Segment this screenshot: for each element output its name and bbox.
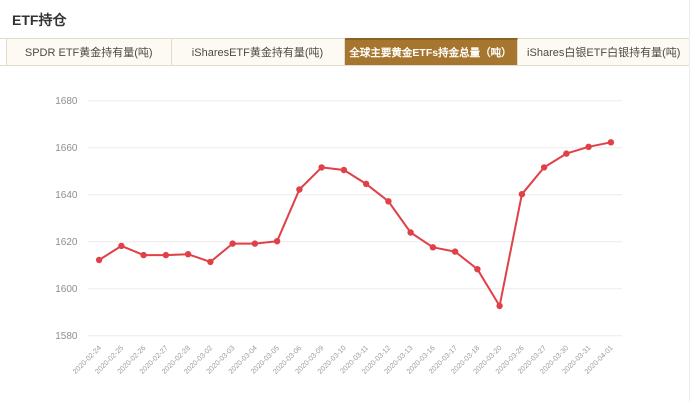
svg-text:1580: 1580	[55, 331, 78, 342]
svg-text:1680: 1680	[55, 96, 78, 107]
svg-text:1660: 1660	[55, 143, 78, 154]
svg-text:1600: 1600	[55, 284, 78, 295]
svg-text:1640: 1640	[55, 190, 78, 201]
svg-text:1620: 1620	[55, 237, 78, 248]
